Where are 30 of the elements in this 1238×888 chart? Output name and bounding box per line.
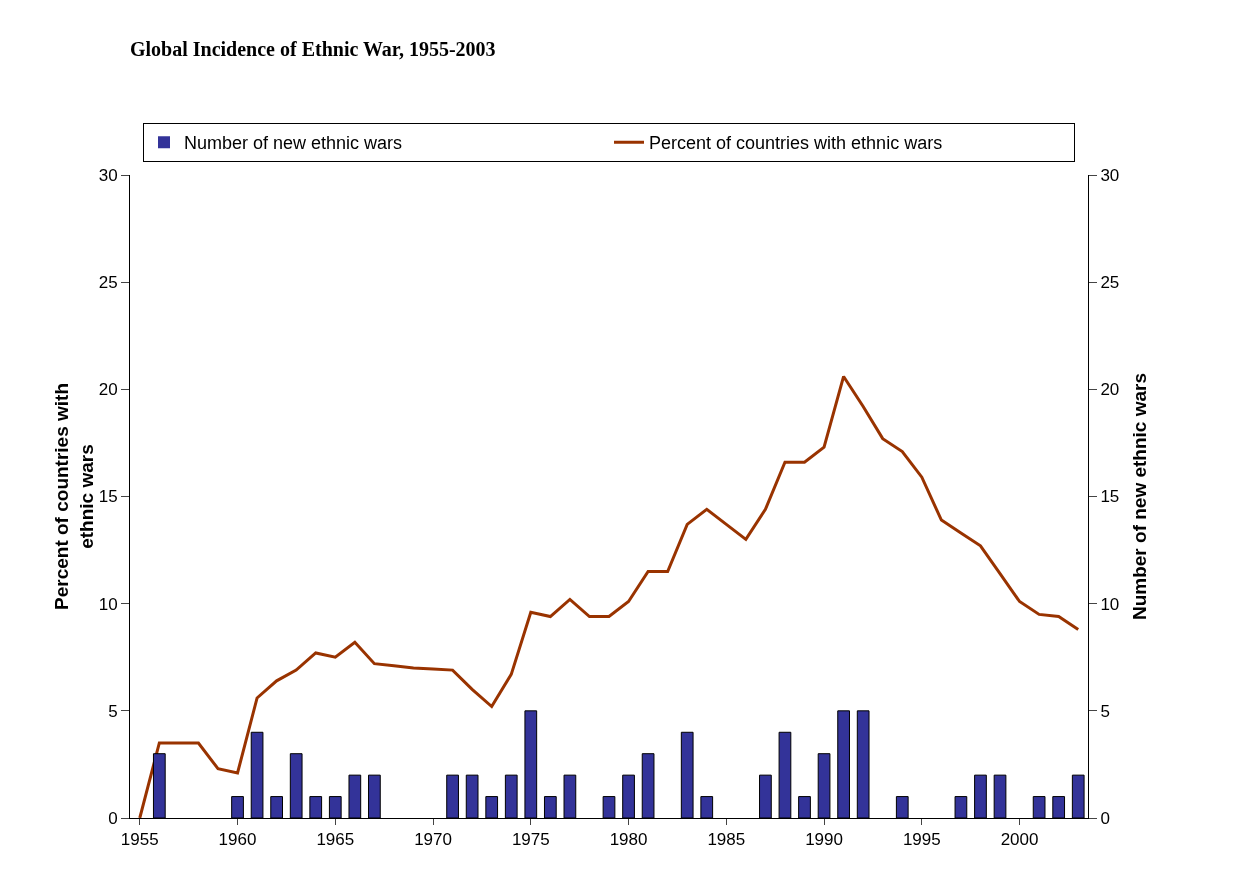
y2-tick-label: 20 (1100, 380, 1120, 400)
y-tick-label: 5 (108, 701, 118, 721)
y-axis-title: Percent of countries with ethnic wars (50, 383, 97, 610)
chart-title: Global Incidence of Ethnic War, 1955-2003 (129, 37, 496, 60)
x-tick-label: 1990 (805, 830, 843, 850)
x-tick-label: 1995 (902, 830, 941, 850)
y2-tick-label: 25 (1100, 273, 1120, 293)
y-tick-label: 20 (98, 380, 118, 400)
y2-tick-label: 30 (1100, 165, 1120, 185)
x-tick-label: 1975 (511, 830, 550, 850)
y2-axis-title: Number of new ethnic wars (1128, 372, 1150, 621)
y2-tick-label: 10 (1100, 594, 1120, 614)
legend-label: Number of new ethnic wars (184, 133, 403, 154)
y2-tick-label: 15 (1100, 487, 1120, 507)
x-tick-label: 1960 (218, 830, 257, 850)
y2-tick-label: 5 (1100, 701, 1110, 721)
y-tick-label: 25 (98, 273, 118, 293)
legend-label: Percent of countries with ethnic wars (649, 133, 943, 154)
y-tick-label: 15 (98, 487, 118, 507)
line-series (138, 374, 1080, 818)
y-tick-label: 0 (108, 808, 118, 828)
x-tick-label: 1985 (707, 830, 746, 850)
y-tick-label: 10 (98, 594, 118, 614)
x-tick-label: 1980 (609, 830, 648, 850)
x-tick-label: 1970 (414, 830, 452, 850)
x-tick-label: 1965 (316, 830, 355, 850)
x-tick-label: 2000 (1000, 830, 1039, 850)
y2-tick-label: 0 (1100, 808, 1110, 828)
x-tick-label: 1955 (120, 830, 159, 850)
y-tick-label: 30 (98, 165, 118, 185)
